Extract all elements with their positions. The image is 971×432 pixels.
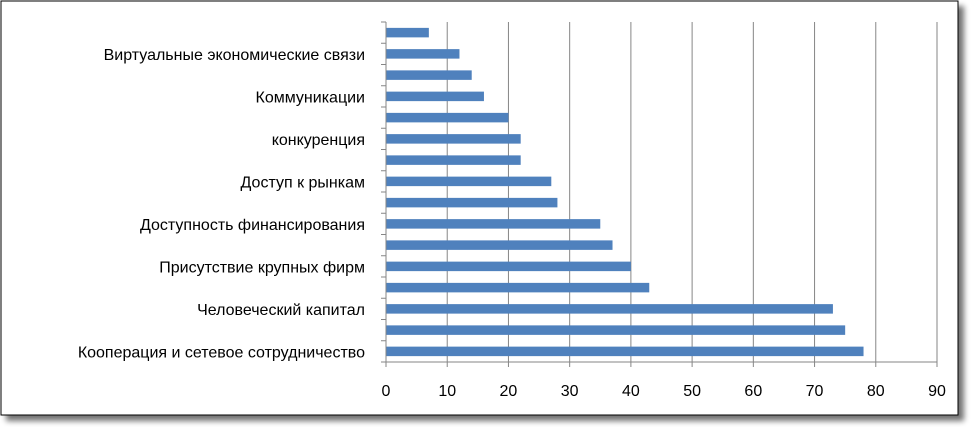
axes — [381, 21, 938, 367]
x-tick-label: 50 — [683, 383, 701, 400]
x-tick-label: 80 — [867, 383, 885, 400]
bar-13 — [386, 70, 472, 80]
bar-7 — [386, 197, 558, 208]
bar-10 — [386, 134, 521, 144]
bar-4 — [386, 261, 631, 272]
bar-12 — [386, 91, 484, 102]
bar-8 — [386, 176, 552, 187]
category-label: Человеческий капитал — [197, 302, 365, 319]
bar-3 — [386, 282, 650, 293]
bar-1 — [386, 325, 846, 335]
x-tick-label: 70 — [806, 383, 824, 400]
category-label: Кооперация и сетевое сотрудничество — [78, 344, 365, 361]
x-tick-label: 10 — [438, 383, 456, 400]
x-tick-label: 30 — [561, 383, 579, 400]
category-label: Виртуальные экономические связи — [104, 47, 365, 64]
bar-14 — [386, 49, 460, 59]
chart-area — [0, 0, 959, 416]
x-tick-label: 60 — [744, 383, 762, 400]
category-label: Доступ к рынкам — [241, 174, 365, 191]
bar-0 — [386, 346, 864, 357]
category-label: Коммуникации — [256, 89, 365, 106]
bar-6 — [386, 219, 601, 229]
bar-series — [386, 27, 864, 357]
x-tick-label: 0 — [382, 383, 391, 400]
category-label: конкуренция — [272, 132, 365, 149]
bar-9 — [386, 155, 521, 165]
category-label: Присутствие крупных фирм — [159, 259, 365, 276]
bar-15 — [386, 27, 429, 38]
bar-2 — [386, 304, 833, 314]
x-tick-labels: 0 10 20 30 40 50 60 70 80 90 — [382, 383, 946, 400]
x-tick-label: 40 — [622, 383, 640, 400]
x-tick-label: 20 — [500, 383, 518, 400]
bar-5 — [386, 240, 613, 250]
category-labels: Кооперация и сетевое сотрудничество Челов… — [78, 47, 365, 362]
category-label: Доступность финансирования — [140, 217, 365, 234]
x-tick-label: 90 — [928, 383, 946, 400]
bar-11 — [386, 112, 509, 123]
